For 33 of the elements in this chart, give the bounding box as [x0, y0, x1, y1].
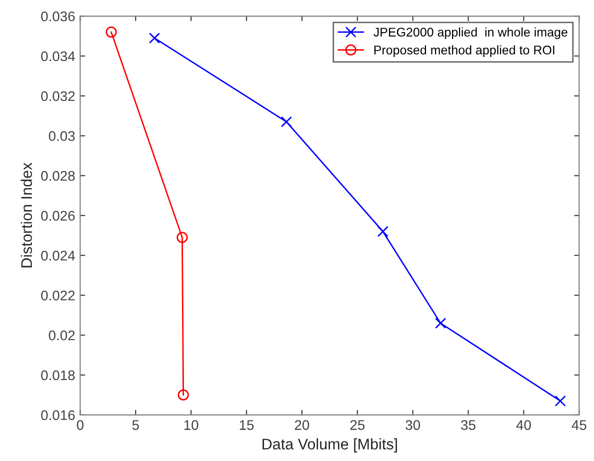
y-axis-title: Distortion Index	[20, 162, 32, 268]
x-tick-label: 25	[350, 420, 365, 430]
point	[377, 226, 388, 238]
y-tick-label: 0.02	[48, 330, 75, 340]
x-tick-label: 35	[461, 420, 476, 430]
x-tick-label: 30	[406, 420, 420, 430]
y-tick-label: 0.036	[41, 11, 75, 22]
point	[176, 232, 188, 244]
y-tick-label: 0.034	[41, 51, 75, 62]
y-tick-label: 0.022	[41, 290, 75, 300]
x-tick-label: 40	[516, 420, 531, 430]
x-tick-label: 5	[132, 420, 139, 430]
y-tick-label: 0.032	[41, 91, 75, 102]
x-tick-label: 20	[294, 420, 310, 430]
y-tick-label: 0.016	[41, 410, 75, 420]
point	[280, 116, 292, 128]
y-tick-label: 0.028	[41, 170, 75, 181]
point	[148, 32, 160, 44]
legend-label: Proposed method applied to ROI	[374, 45, 554, 57]
x-tick-label: 45	[572, 420, 586, 430]
x-tick-label: 15	[240, 420, 254, 430]
point	[178, 389, 189, 401]
y-tick-label: 0.018	[41, 370, 75, 380]
y-tick-label: 0.024	[41, 250, 75, 261]
point	[434, 318, 446, 329]
point	[554, 395, 566, 406]
point	[106, 26, 117, 38]
y-tick-label: 0.03	[48, 131, 75, 141]
x-axis-title: Data Volume [Mbits]	[262, 438, 397, 453]
legend-label: JPEG2000 applied in whole image	[374, 27, 568, 40]
x-tick-label: 0	[76, 420, 84, 430]
x-tick-label: 10	[184, 420, 198, 430]
y-tick-label: 0.026	[41, 210, 75, 221]
